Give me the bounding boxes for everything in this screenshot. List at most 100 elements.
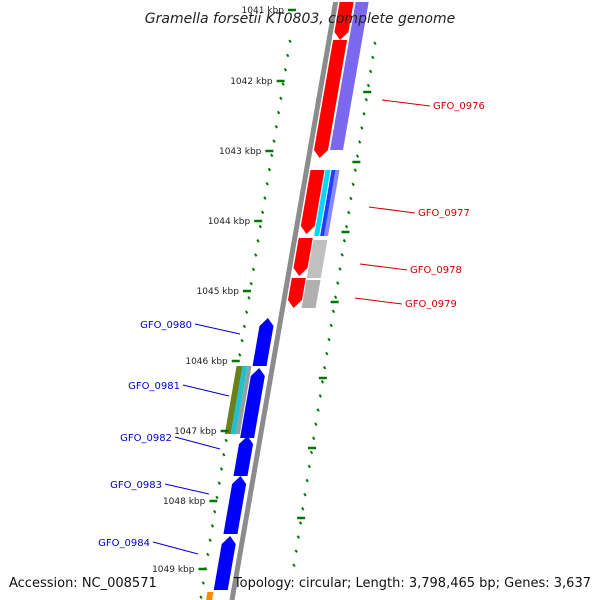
scale-dot	[222, 452, 226, 457]
forward-gene-label[interactable]: GFO_0978	[410, 265, 462, 276]
scale-dot	[298, 521, 303, 525]
scale-dot	[251, 267, 256, 272]
reverse-leader-line	[164, 483, 210, 495]
scale-dot	[210, 524, 215, 528]
scale-dot	[373, 41, 377, 46]
scale-dot	[256, 239, 260, 243]
gene-gfo-0982	[233, 436, 254, 476]
scale-dot	[265, 182, 269, 186]
forward-gene-label[interactable]: GFO_0977	[418, 208, 470, 219]
scale-dot	[201, 581, 205, 585]
scale-dot	[305, 478, 309, 483]
scale-dot	[318, 394, 322, 398]
gene-gfo-0979	[288, 278, 306, 308]
scale-dot	[314, 422, 318, 426]
reverse-leader-line	[174, 436, 221, 450]
gene-gfo-0981	[240, 368, 265, 438]
scale-dot	[362, 112, 366, 116]
scale-dot	[364, 97, 368, 102]
gene-gfo-0981-domain-b	[230, 366, 248, 434]
reverse-leader-line	[152, 541, 199, 555]
gene-gfo-0980	[252, 318, 274, 366]
scale-dot	[366, 83, 371, 88]
scale-dot	[296, 535, 301, 539]
scale-dot	[351, 182, 355, 187]
scale-dot	[344, 224, 349, 229]
scale-dot	[206, 552, 210, 557]
scale-dot	[263, 196, 267, 200]
kbp-tick-label: 1049 kbp	[152, 565, 195, 575]
scale-dot	[309, 450, 314, 455]
kbp-ticks: 1041 kbp 1042 kbp 1043 kbp 1044 kbp 1045 kbp…	[152, 6, 372, 575]
scale-dot	[199, 595, 203, 600]
genome-backbone	[229, 0, 339, 600]
scale-dot	[323, 365, 327, 370]
scale-dot	[338, 267, 342, 271]
scale-dot	[331, 309, 336, 314]
gene-gfo-0977	[300, 170, 325, 234]
reverse-gene-label[interactable]: GFO_0980	[140, 320, 192, 331]
scale-dot	[336, 281, 340, 285]
scale-dot	[238, 353, 242, 357]
gene-gfo-0979-domain	[301, 280, 321, 308]
gene-gfo-0981-domain-a	[224, 366, 243, 434]
gene-gfo-0977-domain-a	[314, 170, 331, 236]
scale-dot	[303, 492, 307, 497]
scale-dot	[276, 110, 281, 115]
scale-dot	[217, 481, 221, 485]
scale-dot	[320, 380, 325, 384]
scale-dot	[274, 124, 278, 129]
scale-dot	[272, 139, 276, 143]
forward-leader-line	[368, 206, 416, 214]
kbp-tick-label: 1043 kbp	[219, 147, 262, 157]
scale-dot	[247, 296, 251, 300]
scale-dot	[355, 154, 360, 158]
gene-gfo-0981-domain-c	[235, 366, 252, 434]
reverse-leader-line	[194, 323, 241, 335]
reverse-gene-label[interactable]: GFO_0982	[120, 433, 172, 444]
scale-dot	[329, 323, 333, 328]
gene-gfo-0976-domain	[330, 0, 370, 150]
scale-dot	[292, 563, 296, 568]
top-band	[0, 0, 600, 2]
right-scale-track	[292, 41, 377, 568]
scale-dot	[358, 140, 362, 144]
scale-dot	[347, 210, 351, 215]
forward-gene-label[interactable]: GFO_0979	[405, 299, 457, 310]
scale-dot	[213, 509, 217, 514]
forward-gene-label[interactable]: GFO_0976	[433, 101, 485, 112]
scale-dot	[260, 210, 265, 215]
topology-text: Topology: circular; Length: 3,798,465 bp…	[233, 576, 591, 591]
scale-dot	[215, 495, 219, 500]
scale-dot	[371, 55, 375, 60]
scale-dot	[325, 351, 329, 356]
scale-dot	[219, 467, 224, 471]
gene-labels: GFO_0976 GFO_0977 GFO_0978 GFO_0979 GFO_0980…	[98, 99, 485, 555]
scale-dot	[333, 295, 338, 299]
scale-dot	[307, 464, 311, 469]
scale-dot	[301, 507, 305, 511]
scale-dot	[267, 167, 272, 172]
scale-dot	[249, 281, 253, 286]
kbp-tick-label: 1044 kbp	[208, 217, 251, 227]
scale-dot	[342, 238, 346, 243]
gene-gfo-0977-domain-b	[320, 170, 336, 236]
kbp-tick-label: 1041 kbp	[242, 6, 285, 16]
scale-dot	[368, 69, 373, 74]
scale-dot	[312, 436, 316, 441]
reverse-gene-label[interactable]: GFO_0984	[98, 538, 150, 549]
scale-dot	[349, 196, 353, 201]
gene-gfo-0978-domain	[306, 240, 328, 278]
scale-dot	[240, 338, 244, 343]
scale-dot	[316, 408, 320, 412]
reverse-gene-label[interactable]: GFO_0981	[128, 381, 180, 392]
kbp-tick-label: 1046 kbp	[185, 357, 228, 367]
kbp-tick-label: 1048 kbp	[163, 497, 206, 507]
gene-gfo-0978	[293, 238, 313, 276]
scale-dot	[254, 253, 258, 257]
reverse-gene-label[interactable]: GFO_0983	[110, 480, 162, 491]
kbp-tick-label: 1042 kbp	[230, 77, 273, 87]
scale-dot	[327, 337, 331, 342]
gene-gfo-0977-domain-c	[324, 170, 340, 236]
scale-dot	[340, 253, 344, 257]
